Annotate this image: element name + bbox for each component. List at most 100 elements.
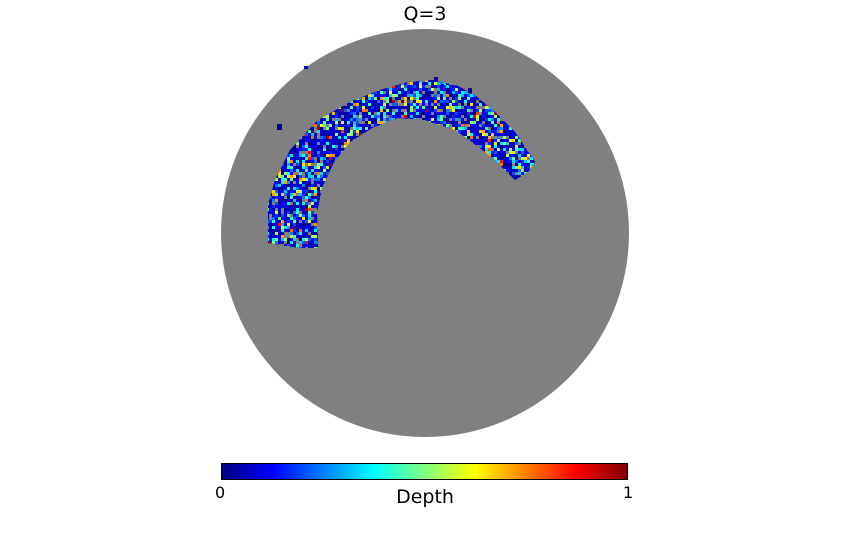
footprint-pixel [485, 112, 488, 115]
footprint-pixel [350, 124, 353, 127]
footprint-pixel [485, 148, 488, 151]
footprint-pixel [497, 115, 500, 118]
footprint-pixel [335, 139, 338, 142]
footprint-pixel [326, 142, 329, 145]
footprint-pixel [284, 160, 287, 163]
footprint-pixel [275, 205, 278, 208]
footprint-pixel [425, 97, 428, 100]
footprint-pixel [281, 220, 284, 223]
footprint-pixel [386, 100, 389, 103]
footprint-pixel [317, 196, 320, 199]
footprint-pixel [290, 181, 293, 184]
footprint-pixel [374, 121, 377, 124]
footprint-pixel [374, 91, 377, 94]
footprint-pixel [287, 205, 290, 208]
footprint-pixel [419, 118, 422, 121]
footprint-pixel [272, 85, 275, 88]
footprint-pixel [401, 100, 404, 103]
footprint-pixel [467, 136, 470, 139]
footprint-pixel [278, 220, 281, 223]
footprint-pixel [362, 97, 365, 100]
footprint-pixel [329, 157, 332, 160]
footprint-pixel [350, 115, 353, 118]
footprint-pixel [281, 208, 284, 211]
footprint-pixel [290, 148, 293, 151]
footprint-pixel [302, 175, 305, 178]
footprint-pixel [281, 190, 284, 193]
footprint-pixel [386, 112, 389, 115]
footprint-pixel [473, 112, 476, 115]
footprint-pixel [437, 112, 440, 115]
footprint-pixel [509, 145, 512, 148]
footprint-pixel [281, 193, 284, 196]
footprint-pixel [392, 100, 395, 103]
footprint-pixel [275, 76, 278, 79]
footprint-pixel [422, 112, 425, 115]
footprint-pixel [479, 103, 482, 106]
footprint-pixel [404, 115, 407, 118]
footprint-pixel [473, 97, 476, 100]
footprint-pixel [335, 157, 338, 160]
footprint-pixel [362, 121, 365, 124]
footprint-pixel [509, 136, 512, 139]
footprint-pixel [506, 145, 509, 148]
footprint-pixel [296, 202, 299, 205]
footprint-pixel [377, 103, 380, 106]
footprint-pixel [419, 109, 422, 112]
footprint-pixel [323, 175, 326, 178]
footprint-pixel [260, 82, 263, 85]
footprint-pixel [347, 139, 350, 142]
footprint-pixel [335, 121, 338, 124]
footprint-pixel [452, 109, 455, 112]
footprint-pixel [479, 100, 482, 103]
footprint-pixel [380, 103, 383, 106]
footprint-pixel [284, 199, 287, 202]
footprint-pixel [329, 133, 332, 136]
footprint-pixel [482, 106, 485, 109]
footprint-pixel [446, 85, 449, 88]
footprint-pixel [263, 97, 266, 100]
footprint-pixel [524, 169, 527, 172]
footprint-pixel [416, 115, 419, 118]
footprint-pixel [500, 151, 503, 154]
footprint-pixel [338, 118, 341, 121]
footprint-pixel [359, 130, 362, 133]
footprint-pixel [512, 136, 515, 139]
footprint-pixel [425, 94, 428, 97]
footprint-pixel [323, 181, 326, 184]
footprint-pixel [389, 112, 392, 115]
footprint-pixel [281, 226, 284, 229]
footprint-pixel [323, 148, 326, 151]
footprint-pixel [299, 139, 302, 142]
footprint-pixel [425, 85, 428, 88]
footprint-pixel [344, 145, 347, 148]
footprint-pixel [335, 118, 338, 121]
footprint-pixel [512, 145, 515, 148]
footprint-pixel [344, 130, 347, 133]
footprint-pixel [314, 154, 317, 157]
footprint-pixel [515, 160, 518, 163]
footprint-pixel [302, 148, 305, 151]
footprint-pixel [407, 94, 410, 97]
footprint-pixel [302, 142, 305, 145]
footprint-pixel [320, 121, 323, 124]
footprint-pixel [302, 139, 305, 142]
footprint-pixel [494, 154, 497, 157]
footprint-pixel [290, 190, 293, 193]
footprint-pixel [500, 157, 503, 160]
footprint-pixel [329, 151, 332, 154]
footprint-pixel [311, 157, 314, 160]
footprint-pixel [440, 106, 443, 109]
footprint-pixel [497, 124, 500, 127]
footprint-pixel [443, 115, 446, 118]
footprint-pixel [446, 106, 449, 109]
footprint-pixel [464, 118, 467, 121]
footprint-pixel [395, 94, 398, 97]
footprint-pixel [470, 97, 473, 100]
footprint-pixel [311, 187, 314, 190]
footprint-pixel [494, 127, 497, 130]
footprint-pixel [476, 139, 479, 142]
footprint-pixel [260, 94, 263, 97]
footprint-pixel [268, 202, 269, 205]
footprint-pixel [440, 100, 443, 103]
